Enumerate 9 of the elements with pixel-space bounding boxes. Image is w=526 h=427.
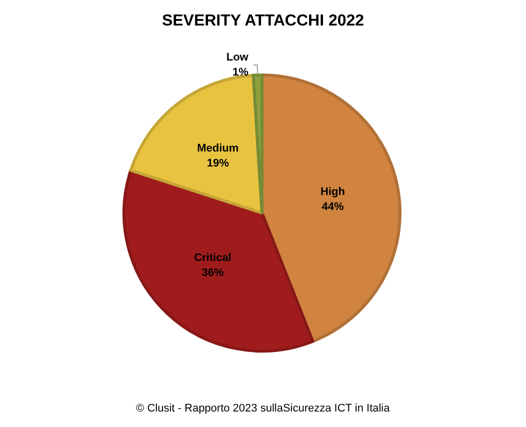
data-label: 19%	[206, 158, 230, 170]
slice-label: Critical	[194, 252, 232, 264]
slice-label: Low	[226, 52, 249, 64]
slice-label: High	[320, 186, 346, 198]
chart-title: SEVERITY ATTACCHI 2022	[162, 12, 364, 30]
data-label: 36%	[202, 266, 224, 279]
text: © Clusit - Rapporto 2023 sullaSicurezza ICT in Italia	[136, 402, 391, 414]
data-label: 44%	[322, 201, 344, 214]
slice-label: Medium	[197, 142, 239, 155]
